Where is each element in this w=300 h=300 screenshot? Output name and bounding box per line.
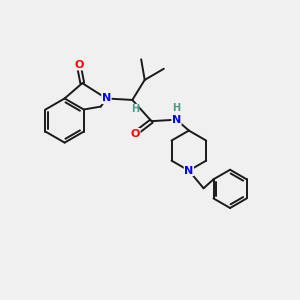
Text: O: O — [130, 128, 140, 139]
Text: N: N — [184, 166, 194, 176]
Text: H: H — [172, 103, 181, 113]
Text: O: O — [74, 60, 83, 70]
Text: H: H — [130, 104, 139, 114]
Text: N: N — [172, 115, 181, 125]
Text: N: N — [102, 94, 111, 103]
